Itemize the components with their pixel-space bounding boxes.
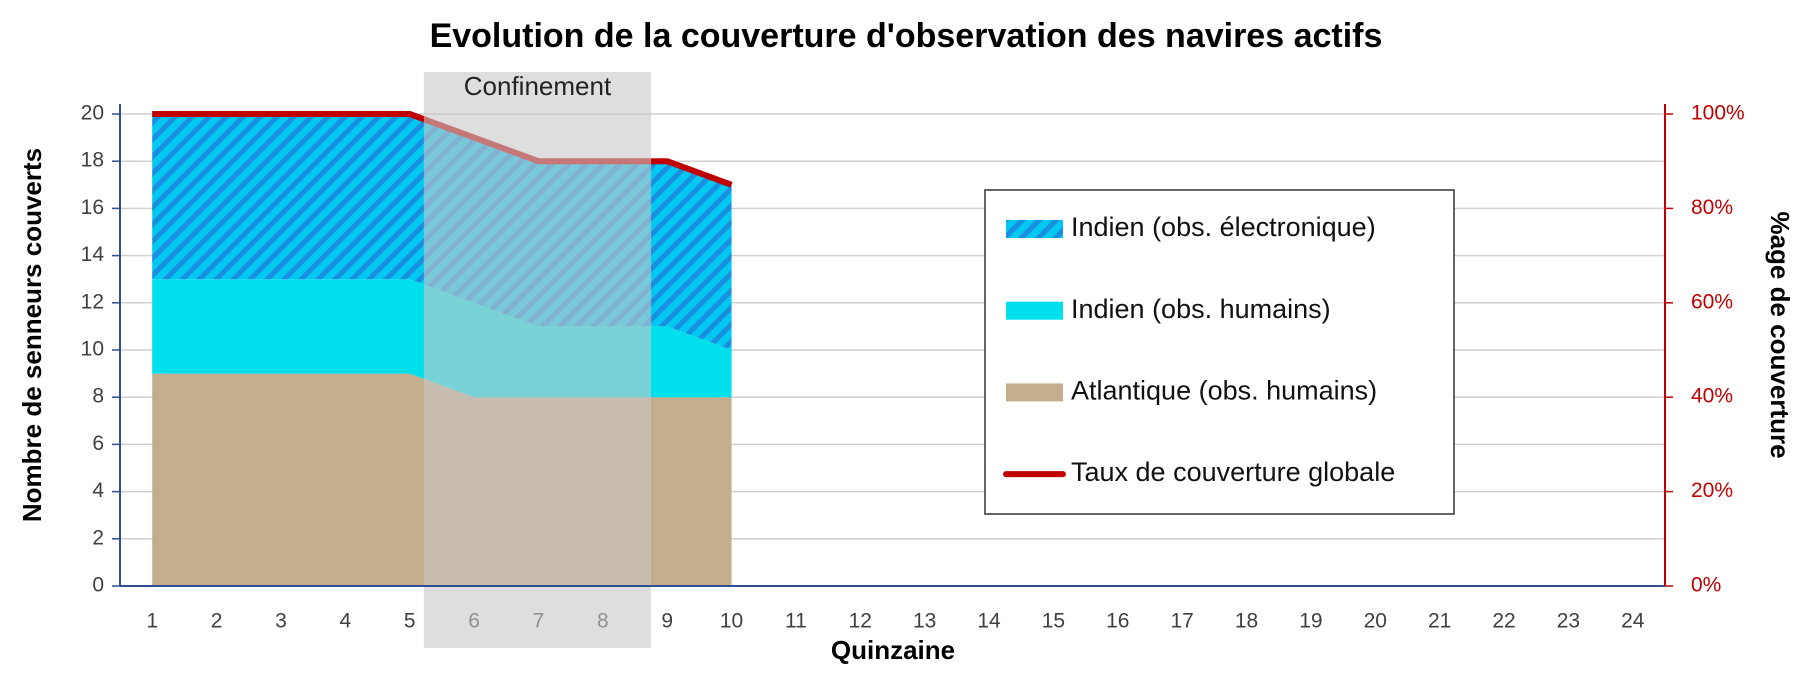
- x-tick-label: 10: [720, 610, 743, 633]
- legend-label: Atlantique (obs. humains): [1071, 376, 1377, 406]
- legend-swatch: [1006, 383, 1063, 402]
- x-axis-title: Quinzaine: [831, 635, 955, 665]
- x-tick-label: 20: [1364, 610, 1387, 633]
- x-tick-label: 4: [339, 610, 351, 633]
- x-tick-label: 1: [146, 610, 158, 633]
- y2-tick-label: 80%: [1691, 196, 1733, 219]
- x-tick-label: 18: [1235, 610, 1258, 633]
- x-tick-label: 3: [275, 610, 287, 633]
- x-tick-label: 21: [1428, 610, 1451, 633]
- x-tick-label: 15: [1042, 610, 1065, 633]
- y2-axis-title: %age de couverture: [1765, 211, 1795, 458]
- y-tick-label: 6: [92, 432, 104, 455]
- legend-label: Indien (obs. humains): [1071, 294, 1331, 324]
- x-tick-label: 12: [849, 610, 872, 633]
- y2-tick-label: 20%: [1691, 479, 1733, 502]
- legend-swatch: [1006, 301, 1063, 320]
- y-tick-label: 12: [81, 290, 104, 313]
- x-tick-label: 24: [1621, 610, 1645, 633]
- y2-tick-label: 40%: [1691, 385, 1733, 408]
- y-tick-label: 20: [81, 102, 104, 125]
- y2-tick-label: 100%: [1691, 102, 1745, 125]
- confinement-band: [423, 72, 652, 648]
- x-tick-label: 23: [1557, 610, 1580, 633]
- y-tick-label: 18: [81, 149, 104, 172]
- legend-label: Indien (obs. électronique): [1071, 212, 1376, 242]
- y-tick-label: 0: [92, 574, 104, 597]
- x-tick-label: 19: [1299, 610, 1322, 633]
- y-tick-label: 8: [92, 385, 104, 408]
- y-axis-title: Nombre de senneurs couverts: [17, 148, 47, 522]
- chart-title: Evolution de la couverture d'observation…: [430, 17, 1383, 55]
- x-tick-label: 22: [1492, 610, 1515, 633]
- y2-tick-label: 60%: [1691, 290, 1733, 313]
- x-tick-label: 16: [1106, 610, 1129, 633]
- annotation: Confinement: [464, 71, 612, 101]
- x-tick-label: 5: [404, 610, 416, 633]
- x-tick-label: 17: [1171, 610, 1194, 633]
- y-tick-label: 10: [81, 338, 104, 361]
- y-tick-label: 14: [81, 243, 105, 266]
- y-tick-label: 2: [92, 526, 104, 549]
- legend-swatch: [1006, 220, 1063, 238]
- x-tick-label: 14: [977, 610, 1001, 633]
- x-tick-label: 2: [211, 610, 223, 633]
- y-tick-label: 4: [92, 479, 104, 502]
- x-tick-label: 13: [913, 610, 936, 633]
- x-tick-label: 9: [661, 610, 673, 633]
- legend-box: [984, 189, 1455, 515]
- y2-tick-label: 0%: [1691, 574, 1721, 597]
- x-tick-label: 11: [785, 610, 807, 633]
- legend-label: Taux de couverture globale: [1071, 457, 1395, 487]
- y-tick-label: 16: [81, 196, 104, 219]
